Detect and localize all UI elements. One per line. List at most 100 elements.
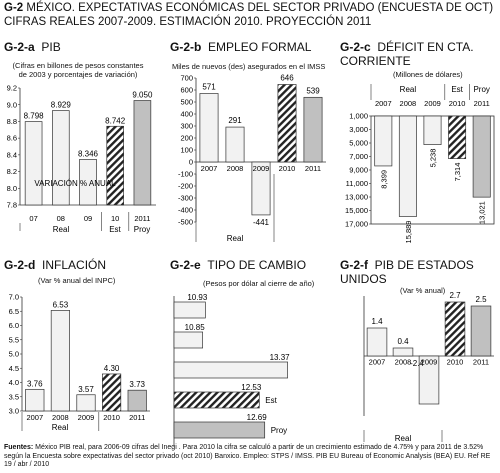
group-real: Real [395, 434, 412, 443]
group-est: Est [109, 225, 121, 234]
panel-a-code: G-2-a [4, 40, 35, 54]
panel-d-title: G-2-d INFLACIÓN [4, 258, 106, 272]
group-est: Est [451, 85, 463, 94]
x-tick-label: 2007 [201, 164, 218, 173]
bar-09 [79, 159, 97, 206]
panel-c-name: DÉFICIT EN CTA. [377, 40, 474, 54]
group-real: Real [53, 225, 70, 234]
main-title-text: MÉXICO. EXPECTATIVAS ECONÓMICAS DEL SECT… [26, 2, 494, 14]
y-tick-label: 5.0 [9, 350, 19, 359]
value-label: 8,399 [379, 170, 388, 189]
panel-e-subtitle: (Pesos por dólar al cierre de año) [203, 279, 315, 288]
panel-b-title: G-2-b EMPLEO FORMAL [170, 40, 311, 54]
bar-2011 [133, 100, 152, 206]
bar-2007 [25, 388, 45, 412]
value-label: 8.798 [24, 112, 45, 121]
panel-f-title-line2: UNIDOS [340, 272, 387, 286]
group-real: Real [400, 85, 417, 94]
value-label: -441 [253, 218, 270, 227]
chart-b: 700 600 500 400 300 200 100 0 -100 -200 -300 -400 -5… [178, 73, 326, 243]
y-tick-label: 8.8 [7, 117, 17, 126]
bar-2011 [173, 421, 266, 439]
bar-2008 [398, 115, 417, 217]
y-tick-label: 4.0 [9, 378, 19, 387]
y-tick-label: 8.4 [7, 150, 17, 159]
y-tick-label: 300 [180, 122, 193, 131]
y-tick-label: -200 [178, 182, 193, 191]
value-label: 12.53 [241, 383, 262, 392]
panel-c-title: G-2-c DÉFICIT EN CTA. [340, 40, 474, 54]
x-tick-label: 2009 [424, 99, 441, 108]
y-tick-label: 100 [180, 146, 193, 155]
panel-b-name: EMPLEO FORMAL [208, 40, 312, 54]
y-tick-label: 7,000 [349, 152, 368, 161]
inner-label: VARIACIÓN % ANUAL [34, 179, 116, 188]
x-tick-label: 07 [29, 214, 37, 223]
y-tick-label: -400 [178, 206, 193, 215]
y-tick-label: 500 [180, 98, 193, 107]
x-tick-label: 2010 [447, 358, 464, 367]
x-tick-label: 2011 [305, 164, 321, 173]
y-tick-label: 1,000 [349, 112, 368, 121]
bar-2007 [366, 327, 388, 357]
y-tick-label: 6.0 [9, 321, 19, 330]
bar-2009 [76, 394, 96, 412]
bar-2009 [251, 161, 271, 216]
chart-c: 1,000 3,000 5,000 7,000 9,000 11,000 13,000 15,… [345, 84, 495, 243]
bar-2007 [199, 93, 219, 163]
y-tick-label: 8.6 [7, 134, 17, 143]
panel-c-title-line2: CORRIENTE [340, 54, 411, 68]
panel-d-code: G-2-d [4, 258, 36, 272]
panel-a-name: PIB [41, 40, 61, 54]
x-tick-label: 2009 [78, 413, 95, 422]
value-label: 1.4 [371, 317, 383, 326]
y-tick-label: 0 [189, 158, 193, 167]
y-tick-label: 400 [180, 110, 193, 119]
value-label: 291 [228, 116, 242, 125]
chart-d: 3.0 3.5 4.0 4.5 5.0 5.5 6.0 6.5 7.0 3.76 2007 6.53 2… [9, 293, 150, 432]
figure-code: G-2 [4, 2, 24, 14]
x-tick-label: 2007 [369, 358, 386, 367]
panel-e-title: G-2-e TIPO DE CAMBIO [170, 258, 306, 272]
bar-07 [24, 121, 43, 206]
panel-f-title: G-2-f PIB DE ESTADOS [340, 258, 474, 272]
y-tick-label: 6.5 [9, 307, 19, 316]
footer-note: Fuentes: México PIB real, para 2006-09 c… [4, 444, 498, 470]
x-tick-label: 2009 [421, 358, 438, 367]
bar-10 [106, 125, 124, 206]
group-proy: Proy [473, 85, 489, 94]
bar-2009 [418, 355, 440, 405]
bar-2008 [173, 331, 204, 349]
y-tick-label: 5.5 [9, 335, 19, 344]
value-label: -2.4 [410, 359, 424, 368]
y-tick-label: 9.2 [7, 84, 17, 93]
panel-a-title: G-2-a PIB [4, 40, 61, 54]
main-title-line2: CIFRAS REALES 2007-2009. ESTIMACIÓN 2010… [4, 16, 372, 28]
y-tick-label: 17,000 [345, 220, 368, 229]
bar-2010 [277, 84, 297, 163]
y-tick-label: -300 [178, 194, 193, 203]
value-label: 8.346 [78, 149, 99, 158]
value-label: 2.5 [475, 295, 487, 304]
bar-2010 [102, 373, 122, 412]
y-tick-label: -500 [178, 218, 193, 227]
value-label: 9.050 [132, 91, 153, 100]
bar-2009 [173, 361, 288, 379]
y-tick-label: 7.8 [7, 201, 17, 210]
panel-f-subtitle: (Var % anual) [400, 286, 446, 295]
x-tick-label: 10 [111, 214, 119, 223]
y-tick-label: 7.0 [9, 293, 19, 302]
proy-label: Proy [271, 426, 287, 435]
x-tick-label: 2008 [400, 99, 417, 108]
footer-text: México PIB real, para 2006-09 cifras del… [4, 444, 491, 468]
value-label: 571 [202, 82, 216, 91]
panel-f-name: PIB DE ESTADOS [374, 258, 474, 272]
bar-2011 [303, 96, 323, 163]
bar-08 [52, 110, 70, 206]
y-tick-label: 200 [180, 134, 193, 143]
panel-e-code: G-2-e [170, 258, 201, 272]
value-label: 6.53 [53, 300, 69, 309]
x-tick-label: 2011 [134, 214, 150, 223]
bar-2008 [225, 126, 245, 163]
